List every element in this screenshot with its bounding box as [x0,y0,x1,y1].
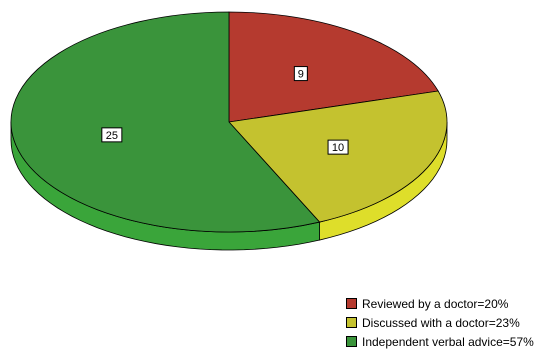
legend-item-discussed-with-a-doctor: Discussed with a doctor=23% [346,313,534,332]
pie-slices [10,11,448,233]
data-label-reviewed-by-a-doctor: 9 [293,66,308,82]
legend-item-reviewed-by-a-doctor: Reviewed by a doctor=20% [346,294,534,313]
pie-slice-independent-verbal-advice [10,11,321,233]
data-label-text: 9 [298,69,304,81]
pie-slice-reviewed-by-a-doctor [228,11,439,123]
pie-slice-discussed-with-a-doctor [228,90,448,223]
legend-swatch-red [346,298,357,309]
legend-swatch-green [346,336,357,347]
data-label-box [101,127,123,143]
legend-label: Discussed with a doctor=23% [362,315,520,330]
data-label-independent-verbal-advice: 25 [101,127,123,143]
legend-swatch-yellow [346,317,357,328]
data-label-discussed-with-a-doctor: 10 [327,139,349,155]
legend-label: Reviewed by a doctor=20% [362,296,509,311]
legend-label: Independent verbal advice=57% [362,334,534,349]
legend-item-independent-verbal-advice: Independent verbal advice=57% [346,332,534,351]
pie-data-labels: 9 10 25 [101,66,349,155]
data-label-box [327,139,349,155]
data-label-text: 10 [332,142,344,154]
legend: Reviewed by a doctor=20% Discussed with … [346,294,534,351]
data-label-box [293,66,308,82]
data-label-text: 25 [106,130,118,142]
